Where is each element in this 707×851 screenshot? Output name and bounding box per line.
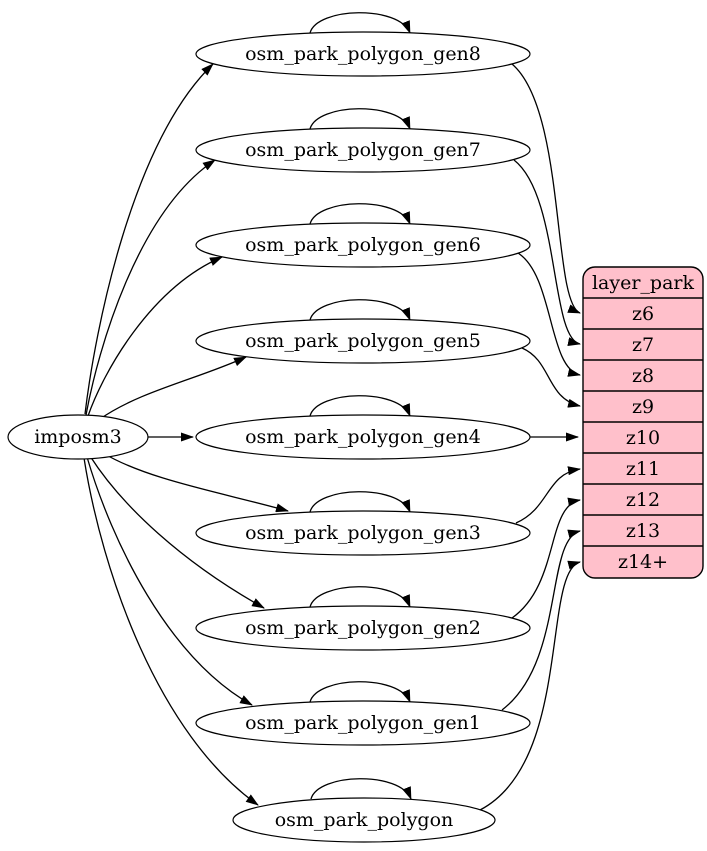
record-labels: layer_park z6 z7 z8 z9 z10 z11 z12 z13 z… (592, 272, 695, 573)
self-loop-gen7 (309, 108, 411, 130)
node-osm-park-polygon-gen5 (195, 318, 531, 364)
record-row-z10: z10 (626, 427, 660, 449)
node-label-gen3: osm_park_polygon_gen3 (245, 522, 481, 544)
self-loop-gen8 (309, 12, 411, 34)
node-labels: imposm3 osm_park_polygon_gen8 osm_park_p… (34, 43, 481, 831)
edge-imposm3-to-gen6 (87, 256, 223, 417)
edge-gen8-to-z6 (511, 63, 581, 314)
self-loop-gen2 (309, 586, 411, 608)
node-label-gen8: osm_park_polygon_gen8 (245, 43, 481, 65)
edge-osm-park-polygon-to-z14plus (479, 560, 581, 811)
record-row-z8: z8 (632, 365, 654, 387)
edge-gen5-to-z9 (521, 347, 581, 408)
record-row-z11: z11 (626, 458, 660, 480)
node-group (7, 31, 531, 843)
edge-imposm3-to-gen5 (99, 356, 247, 420)
edge-group (83, 12, 581, 811)
edge-imposm3-to-gen8 (84, 63, 214, 415)
self-loop-gen4 (309, 395, 411, 417)
node-label-imposm3: imposm3 (34, 426, 122, 448)
record-row-z7: z7 (632, 334, 654, 356)
edge-gen7-to-z7 (513, 159, 581, 347)
record-row-z6: z6 (632, 303, 654, 325)
node-osm-park-polygon-gen7 (195, 127, 531, 173)
edge-gen3-to-z11 (515, 466, 581, 524)
node-osm-park-polygon-gen3 (195, 510, 531, 556)
node-osm-park-polygon-gen8 (195, 31, 531, 77)
node-label-gen1: osm_park_polygon_gen1 (245, 712, 481, 734)
self-loop-gen6 (309, 203, 411, 225)
edge-imposm3-to-gen7 (85, 159, 216, 416)
edge-imposm3-to-gen2 (89, 455, 265, 609)
edge-gen6-to-z8 (517, 252, 581, 377)
self-loop-osm-park-polygon (310, 778, 412, 800)
node-imposm3 (7, 414, 149, 460)
edge-imposm3-to-osm-park-polygon (83, 457, 259, 806)
record-row-z13: z13 (626, 520, 660, 542)
node-label-gen2: osm_park_polygon_gen2 (245, 617, 481, 639)
node-label-osm-park-polygon: osm_park_polygon (275, 809, 454, 831)
record-row-z14plus: z14+ (618, 551, 668, 573)
record-row-z12: z12 (626, 489, 660, 511)
node-label-gen7: osm_park_polygon_gen7 (245, 139, 481, 161)
self-loop-gen1 (309, 681, 411, 703)
edge-gen1-to-z13 (501, 529, 581, 711)
node-osm-park-polygon-gen4 (195, 414, 531, 460)
node-osm-park-polygon-gen2 (195, 605, 531, 651)
node-label-gen5: osm_park_polygon_gen5 (245, 330, 481, 352)
node-label-gen4: osm_park_polygon_gen4 (245, 426, 481, 448)
self-loop-gen5 (309, 299, 411, 321)
edge-imposm3-to-gen1 (86, 456, 253, 706)
node-osm-park-polygon-gen6 (195, 222, 531, 268)
self-loop-gen3 (309, 491, 411, 513)
record-title: layer_park (592, 272, 695, 294)
node-label-gen6: osm_park_polygon_gen6 (245, 234, 481, 256)
record-layer-park (582, 266, 704, 579)
edge-imposm3-to-gen3 (102, 452, 289, 513)
edge-gen2-to-z12 (511, 497, 581, 619)
node-osm-park-polygon-gen1 (195, 700, 531, 746)
node-osm-park-polygon (232, 797, 496, 843)
record-row-z9: z9 (632, 396, 654, 418)
